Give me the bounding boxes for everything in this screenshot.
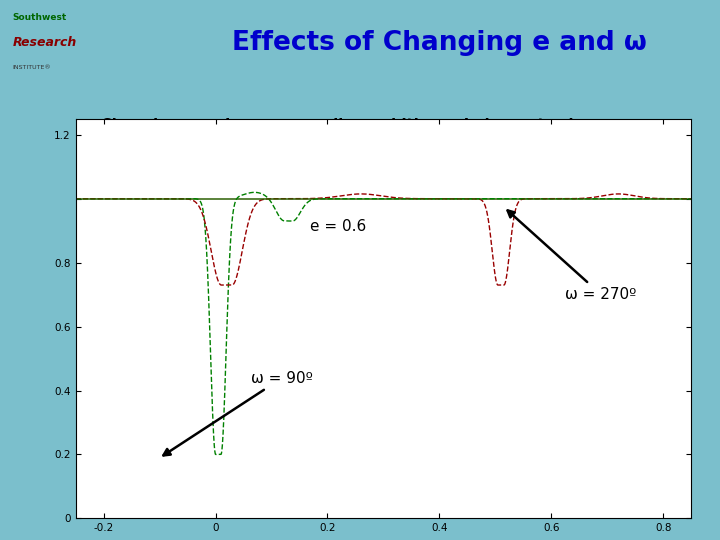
- Text: Changing e and ω causes eclipse widths and phases to change: Changing e and ω causes eclipse widths a…: [101, 118, 619, 133]
- Text: INSTITUTE®: INSTITUTE®: [13, 65, 51, 71]
- Text: Southwest: Southwest: [13, 12, 67, 22]
- Text: ω = 270º: ω = 270º: [508, 211, 636, 302]
- Text: Research: Research: [13, 36, 77, 49]
- Text: e = 0.6: e = 0.6: [310, 219, 366, 234]
- Text: Effects of Changing e and ω: Effects of Changing e and ω: [232, 30, 647, 56]
- Text: ω = 90º: ω = 90º: [163, 370, 313, 455]
